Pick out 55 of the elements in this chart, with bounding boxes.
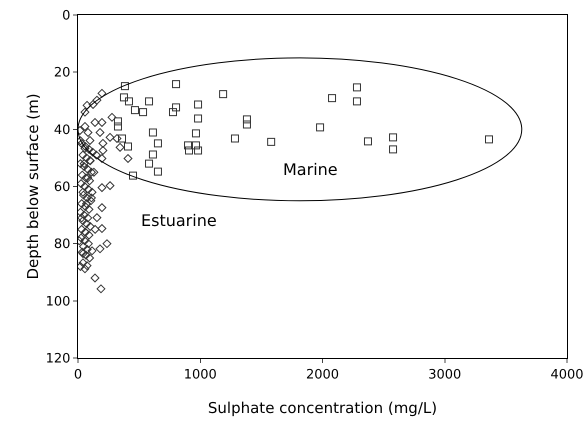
point xyxy=(172,103,180,112)
point xyxy=(130,106,139,114)
point xyxy=(242,115,251,124)
y-tick-label: 100 xyxy=(46,294,70,310)
point xyxy=(168,108,177,116)
point xyxy=(129,172,138,180)
point xyxy=(145,97,154,106)
point xyxy=(316,123,324,132)
y-tick-label: 0 xyxy=(62,8,70,24)
point xyxy=(148,150,157,158)
point xyxy=(120,82,129,90)
x-tick-label: 3000 xyxy=(428,368,462,383)
y-axis-title: Depth below surface (m) xyxy=(24,93,42,280)
y-tick-label: 120 xyxy=(46,352,70,367)
point xyxy=(267,138,276,146)
point xyxy=(124,142,132,150)
y-tick-label: 20 xyxy=(54,66,70,81)
y-tick-label: 40 xyxy=(54,122,70,138)
point xyxy=(352,97,361,106)
point xyxy=(192,129,200,138)
x-axis-title: Sulphate concentration (mg/L) xyxy=(208,399,438,417)
y-tick-label: 60 xyxy=(54,180,70,196)
point xyxy=(194,146,202,154)
point xyxy=(148,128,157,136)
point xyxy=(192,141,200,150)
x-tick-label: 4000 xyxy=(550,368,584,383)
point xyxy=(352,83,361,92)
point xyxy=(328,94,336,102)
point xyxy=(389,133,398,142)
x-tick-label: 2000 xyxy=(306,368,340,383)
point xyxy=(118,134,126,142)
point xyxy=(184,141,192,150)
point xyxy=(154,168,162,176)
point xyxy=(185,146,193,154)
point xyxy=(139,108,148,116)
point xyxy=(194,100,202,108)
point xyxy=(172,80,180,88)
point xyxy=(219,90,228,98)
y-tick-label: 80 xyxy=(54,237,70,252)
x-tick-label: 1000 xyxy=(184,368,217,383)
point xyxy=(230,134,239,142)
point xyxy=(154,139,162,148)
point xyxy=(120,93,128,102)
point xyxy=(389,145,398,154)
x-tick-label: 0 xyxy=(74,368,82,383)
point xyxy=(242,120,251,128)
point xyxy=(364,137,372,146)
point xyxy=(194,114,202,122)
point xyxy=(124,97,133,106)
point xyxy=(485,135,493,144)
point xyxy=(114,117,122,126)
point xyxy=(114,122,122,130)
point xyxy=(145,160,154,168)
annotation: Marine xyxy=(283,160,338,179)
annotation: Estuarine xyxy=(141,211,217,230)
